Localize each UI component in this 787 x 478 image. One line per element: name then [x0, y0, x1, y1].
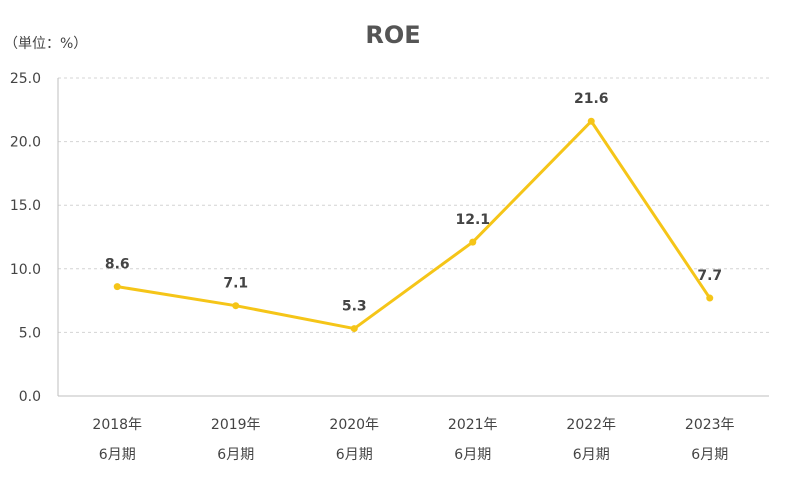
y-axis-ticks: 0.0 5.0 10.0 15.0 20.0 25.0 — [10, 71, 41, 405]
x-tick-label: 6月期 — [691, 447, 728, 463]
x-tick-label: 2021年 — [448, 417, 498, 433]
x-tick-label: 6月期 — [336, 447, 373, 463]
x-tick-label: 2018年 — [92, 417, 142, 433]
data-label: 5.3 — [342, 299, 367, 315]
data-point — [587, 117, 595, 125]
data-label: 12.1 — [455, 212, 490, 228]
x-tick-label: 6月期 — [99, 447, 136, 463]
data-point — [232, 302, 240, 310]
x-tick-label: 2019年 — [211, 417, 261, 433]
x-tick-label: 6月期 — [217, 447, 254, 463]
gridlines — [58, 77, 769, 333]
series-layer — [113, 117, 714, 333]
y-tick-label: 0.0 — [19, 389, 41, 405]
x-tick-label: 6月期 — [454, 447, 491, 463]
y-tick-label: 25.0 — [10, 71, 41, 87]
y-tick-label: 10.0 — [10, 262, 41, 278]
data-label: 7.7 — [697, 268, 722, 284]
data-label: 8.6 — [105, 257, 130, 273]
data-point — [469, 238, 477, 246]
y-tick-label: 15.0 — [10, 198, 41, 214]
x-tick-label: 6月期 — [573, 447, 610, 463]
data-point — [706, 294, 714, 302]
data-point — [113, 283, 121, 291]
x-tick-label: 2023年 — [685, 417, 735, 433]
y-tick-label: 5.0 — [19, 325, 41, 341]
y-tick-label: 20.0 — [10, 135, 41, 151]
series-line — [117, 119, 711, 331]
chart-title: ROE — [365, 21, 420, 49]
x-tick-label: 2020年 — [329, 417, 379, 433]
data-point — [350, 325, 358, 333]
x-tick-label: 2022年 — [566, 417, 616, 433]
data-label: 7.1 — [223, 276, 248, 292]
data-labels: 8.6 7.1 5.3 12.1 21.6 7.7 — [105, 91, 722, 314]
axes — [57, 78, 769, 397]
data-label: 21.6 — [574, 91, 609, 107]
x-axis-ticks: 2018年 6月期 2019年 6月期 2020年 6月期 2021年 6月期 2022年 6月期… — [92, 417, 734, 463]
unit-label: （単位：%） — [4, 36, 87, 52]
